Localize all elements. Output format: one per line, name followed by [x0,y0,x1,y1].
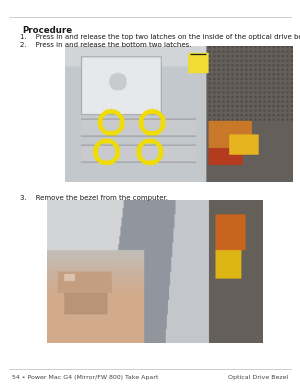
Text: Optical Drive Bezel: Optical Drive Bezel [228,375,288,380]
Text: 1.    Press in and release the top two latches on the inside of the optical driv: 1. Press in and release the top two latc… [20,34,300,40]
Text: 3.    Remove the bezel from the computer.: 3. Remove the bezel from the computer. [20,195,168,201]
Text: Procedure: Procedure [22,26,72,35]
Text: 54 • Power Mac G4 (Mirror/FW 800) Take Apart: 54 • Power Mac G4 (Mirror/FW 800) Take A… [12,375,158,380]
Text: 2.    Press in and release the bottom two latches.: 2. Press in and release the bottom two l… [20,42,192,47]
